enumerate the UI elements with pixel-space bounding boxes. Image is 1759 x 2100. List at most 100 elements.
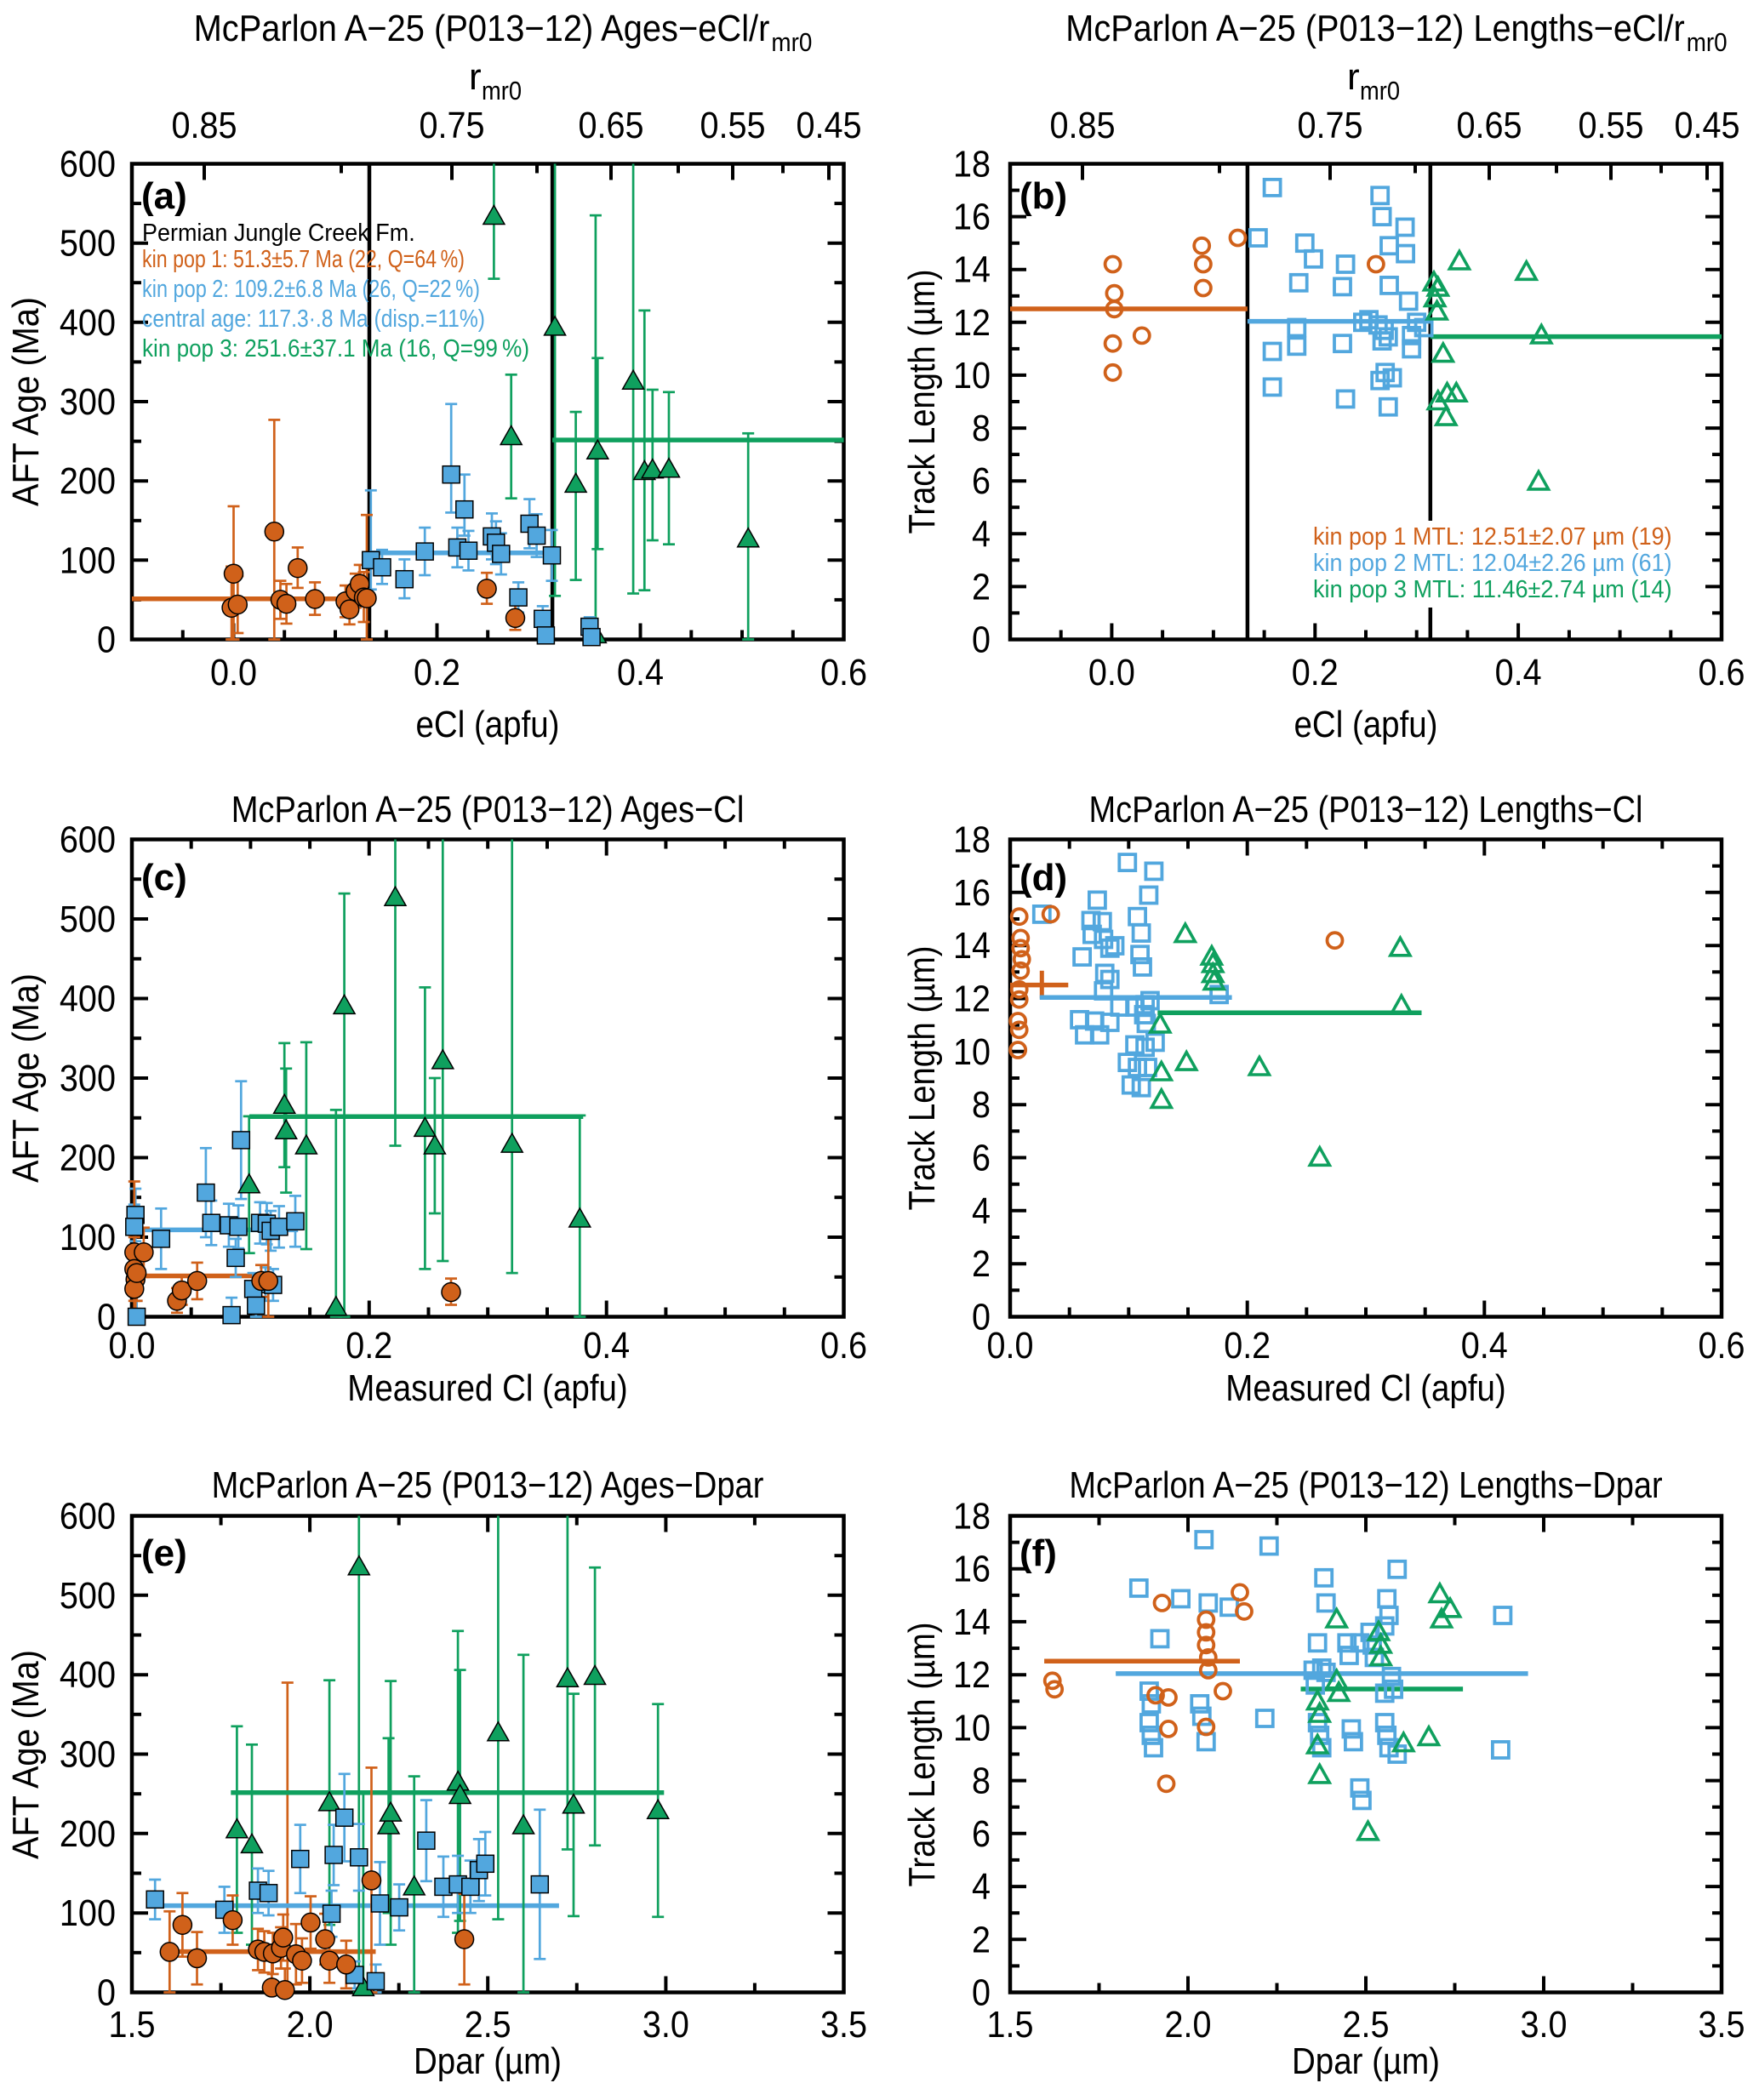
svg-text:(d): (d) [1019,857,1067,899]
svg-text:0.65: 0.65 [1456,105,1522,146]
svg-text:kin pop 1 MTL: 12.51±2.07 µm (: kin pop 1 MTL: 12.51±2.07 µm (19) [1313,523,1672,551]
svg-text:0.75: 0.75 [419,105,484,146]
svg-text:4: 4 [972,513,991,555]
svg-text:10: 10 [953,355,991,397]
svg-text:2.0: 2.0 [287,2004,334,2046]
svg-text:200: 200 [60,460,116,502]
svg-text:Dpar (µm): Dpar (µm) [414,2040,562,2082]
svg-text:0.6: 0.6 [1699,652,1745,693]
svg-text:16: 16 [953,197,991,238]
svg-text:14: 14 [953,249,991,291]
svg-text:0.2: 0.2 [1292,652,1339,693]
svg-text:0.45: 0.45 [796,105,861,146]
svg-text:(e): (e) [141,1532,187,1574]
svg-text:500: 500 [60,899,116,940]
svg-text:Dpar (µm): Dpar (µm) [1292,2040,1440,2082]
svg-text:(a): (a) [141,175,187,217]
svg-text:mr0: mr0 [482,76,522,106]
svg-text:0.2: 0.2 [346,1325,392,1367]
svg-text:1.5: 1.5 [109,2004,156,2046]
svg-text:Track Length (µm): Track Length (µm) [901,1623,943,1887]
svg-text:0.55: 0.55 [700,105,765,146]
svg-text:12: 12 [953,979,991,1020]
svg-text:18: 18 [953,144,991,185]
svg-text:16: 16 [953,872,991,914]
svg-text:AFT Age (Ma): AFT Age (Ma) [5,297,47,506]
svg-text:600: 600 [60,819,116,861]
svg-text:Measured Cl (apfu): Measured Cl (apfu) [347,1367,628,1409]
svg-text:0.65: 0.65 [578,105,643,146]
svg-text:4: 4 [972,1866,991,1908]
svg-text:McParlon A−25 (P013−12) Ages−D: McParlon A−25 (P013−12) Ages−Dpar [212,1464,764,1506]
svg-text:2: 2 [972,1243,991,1285]
svg-text:6: 6 [972,1813,991,1855]
svg-text:300: 300 [60,381,116,423]
svg-text:100: 100 [60,1217,116,1258]
svg-text:10: 10 [953,1031,991,1073]
svg-text:2: 2 [972,1919,991,1960]
svg-text:200: 200 [60,1813,116,1855]
svg-text:r: r [1347,56,1360,98]
svg-text:McParlon A−25 (P013−12) Ages−e: McParlon A−25 (P013−12) Ages−eCl/r [194,8,770,49]
svg-text:0: 0 [972,619,991,661]
svg-text:2.5: 2.5 [1343,2004,1390,2046]
svg-text:mr0: mr0 [771,27,812,57]
svg-text:(f): (f) [1019,1532,1057,1574]
svg-text:(c): (c) [141,857,187,899]
svg-text:0.4: 0.4 [617,652,664,693]
svg-text:r: r [469,56,482,98]
svg-text:0.85: 0.85 [171,105,237,146]
svg-text:0.0: 0.0 [109,1325,156,1367]
svg-text:kin pop 3 MTL: 11.46±2.74 µm (: kin pop 3 MTL: 11.46±2.74 µm (14) [1313,576,1672,603]
svg-text:central age: 117.3·.8 Ma (disp: central age: 117.3·.8 Ma (disp.=11%) [142,305,485,333]
svg-text:10: 10 [953,1707,991,1749]
svg-text:0.6: 0.6 [820,652,867,693]
svg-text:0.2: 0.2 [1224,1325,1271,1367]
svg-text:3.5: 3.5 [1699,2004,1745,2046]
svg-text:eCl (apfu): eCl (apfu) [1294,704,1438,745]
svg-text:kin pop 1: 51.3±5.7 Ma (22, Q=: kin pop 1: 51.3±5.7 Ma (22, Q=64 %) [142,246,465,273]
svg-text:600: 600 [60,1496,116,1538]
svg-text:0.85: 0.85 [1049,105,1115,146]
svg-text:300: 300 [60,1734,116,1776]
svg-text:(b): (b) [1019,175,1067,217]
svg-text:14: 14 [953,1601,991,1643]
svg-text:500: 500 [60,1575,116,1617]
svg-text:0.6: 0.6 [820,1325,867,1367]
svg-text:AFT Age (Ma): AFT Age (Ma) [5,973,47,1183]
svg-text:8: 8 [972,408,991,449]
svg-text:400: 400 [60,302,116,344]
svg-text:0.4: 0.4 [1495,652,1542,693]
svg-text:3.0: 3.0 [642,2004,689,2046]
svg-text:18: 18 [953,819,991,861]
svg-text:400: 400 [60,1654,116,1696]
svg-text:4: 4 [972,1190,991,1232]
svg-text:mr0: mr0 [1360,76,1400,106]
svg-text:Track Length (µm): Track Length (µm) [901,946,943,1211]
svg-text:3.0: 3.0 [1521,2004,1568,2046]
svg-text:500: 500 [60,223,116,265]
svg-text:0.0: 0.0 [1088,652,1135,693]
svg-text:0: 0 [97,619,116,661]
svg-text:0.4: 0.4 [583,1325,630,1367]
svg-text:18: 18 [953,1496,991,1538]
svg-text:12: 12 [953,1654,991,1696]
svg-text:6: 6 [972,460,991,502]
svg-text:0: 0 [972,1972,991,2014]
svg-text:100: 100 [60,1892,116,1934]
svg-text:12: 12 [953,302,991,344]
svg-text:600: 600 [60,144,116,185]
svg-text:16: 16 [953,1549,991,1590]
svg-text:400: 400 [60,979,116,1020]
svg-text:6: 6 [972,1138,991,1179]
svg-text:Measured Cl (apfu): Measured Cl (apfu) [1225,1367,1506,1409]
svg-text:Track Length (µm): Track Length (µm) [901,270,943,534]
svg-text:8: 8 [972,1760,991,1802]
svg-text:McParlon A−25 (P013−12) Length: McParlon A−25 (P013−12) Lengths−Dpar [1069,1464,1662,1506]
svg-text:0.0: 0.0 [210,652,257,693]
svg-text:Permian Jungle Creek Fm.: Permian Jungle Creek Fm. [142,220,415,247]
svg-text:kin pop 3: 251.6±37.1 Ma (16,: kin pop 3: 251.6±37.1 Ma (16, Q=99 %) [142,335,529,362]
svg-text:0: 0 [97,1972,116,2014]
svg-text:3.5: 3.5 [820,2004,867,2046]
svg-text:1.5: 1.5 [987,2004,1034,2046]
